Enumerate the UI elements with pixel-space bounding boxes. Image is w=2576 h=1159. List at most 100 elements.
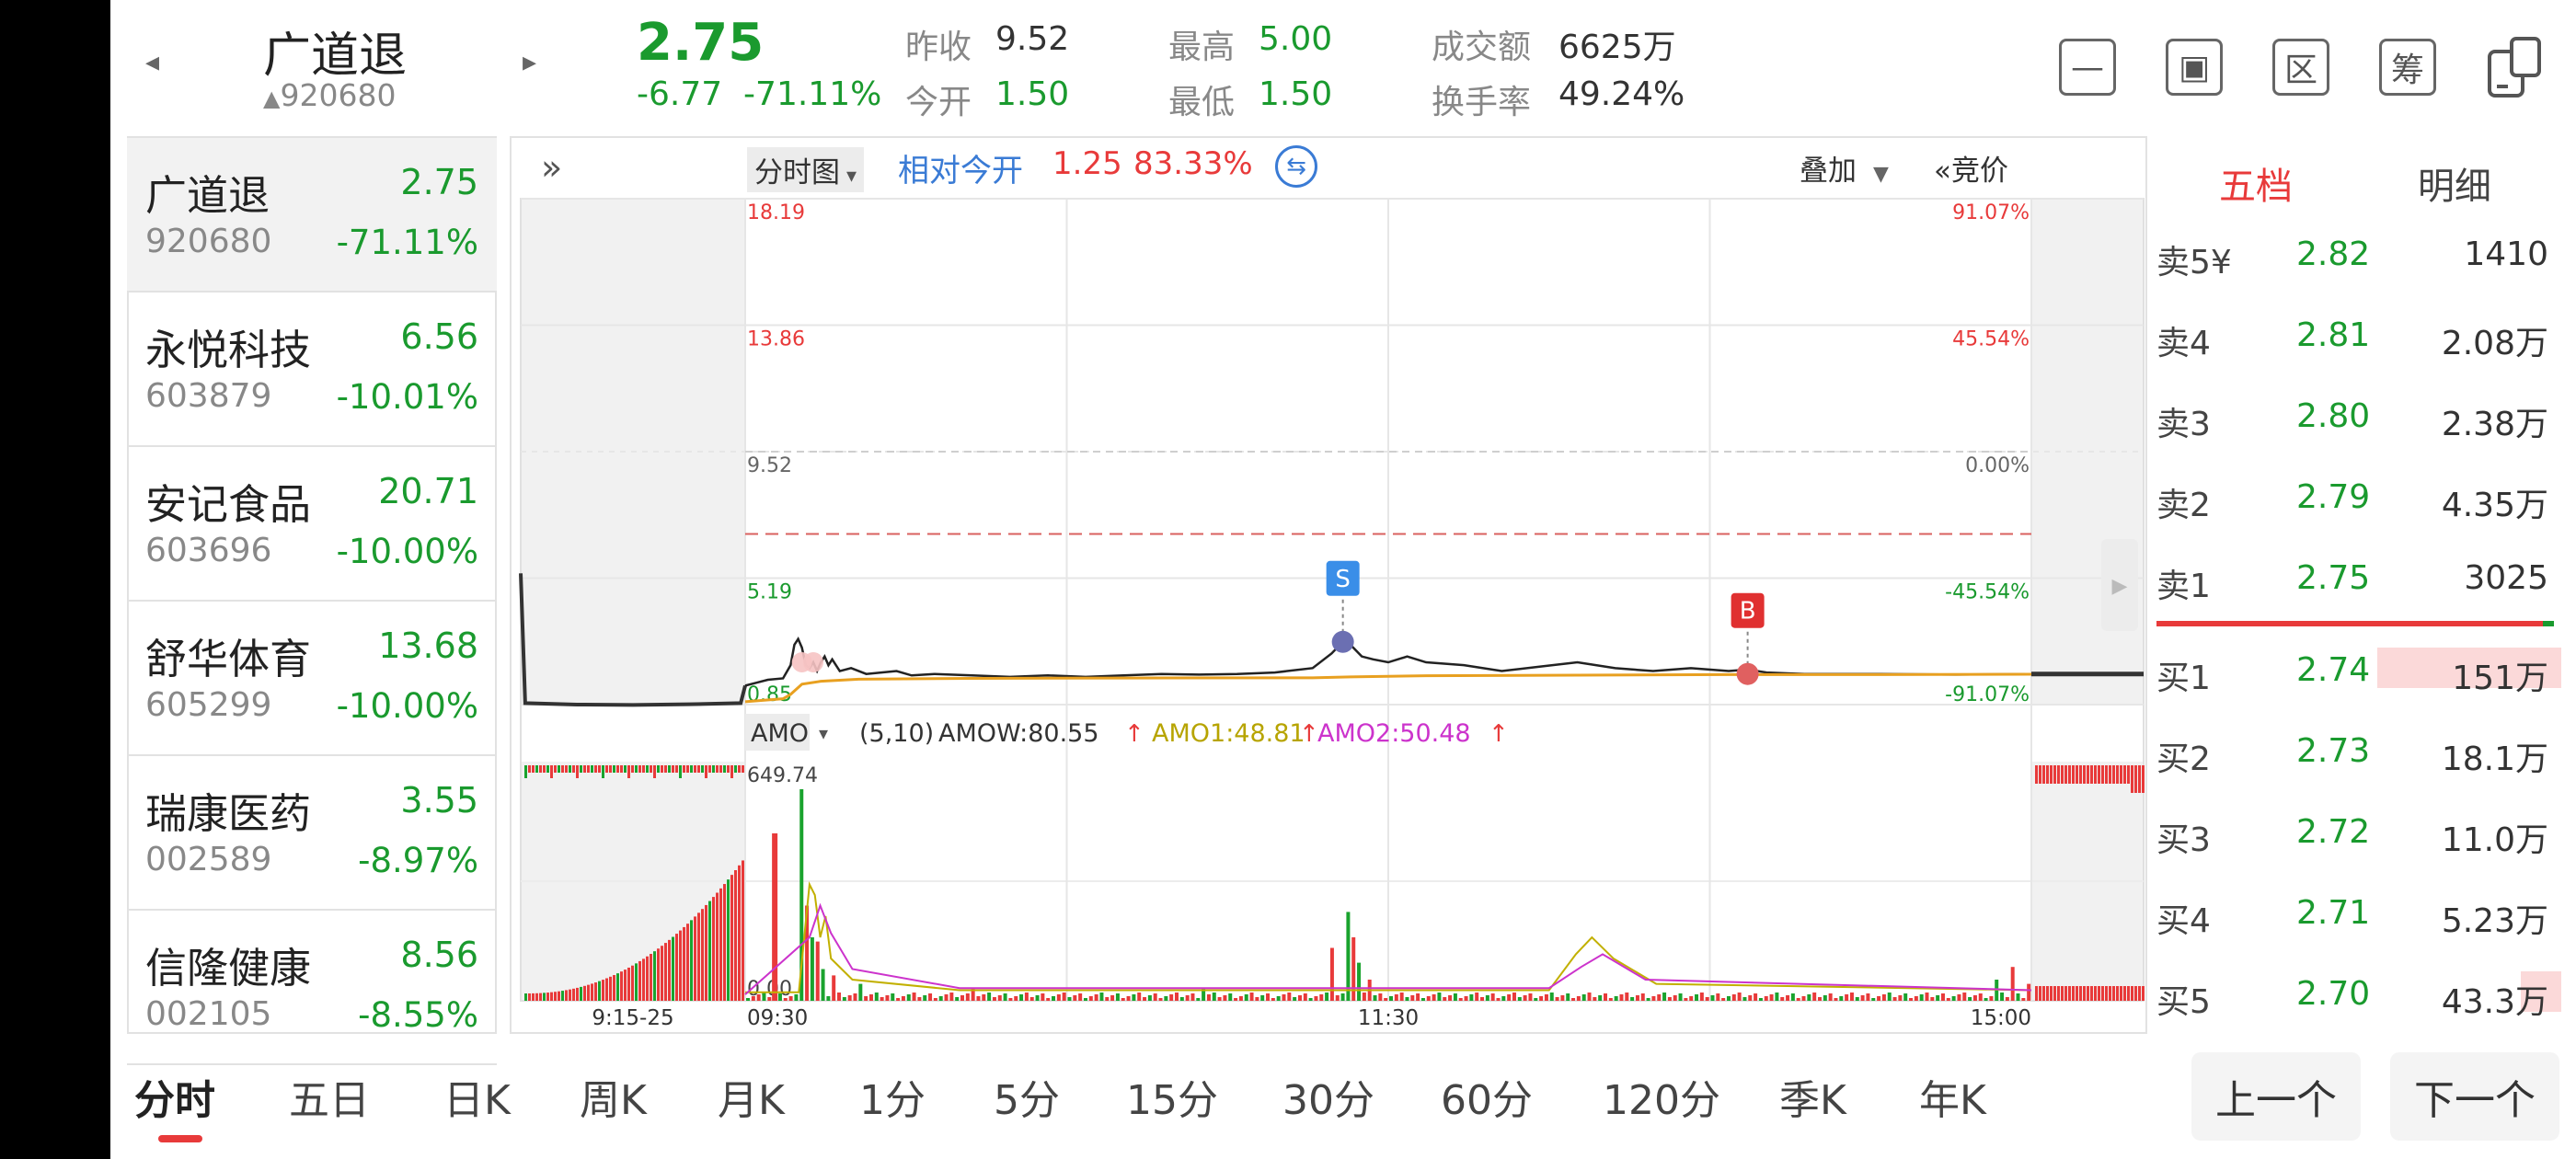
- period-tab[interactable]: 60分: [1441, 1077, 1533, 1124]
- volume-bar: [1560, 995, 1565, 1001]
- tab-details[interactable]: 明细: [2418, 166, 2491, 208]
- volume-bar: [1544, 994, 1548, 1001]
- volume-bar: [1501, 996, 1506, 1001]
- order-level-label: 买2: [2156, 740, 2211, 778]
- volume-bar: [1919, 994, 1924, 1001]
- order-level-price: 2.73: [2296, 732, 2371, 770]
- volume-bar: [1014, 996, 1018, 1001]
- prev-stock-arrow-icon[interactable]: ◂: [145, 46, 160, 78]
- order-level-price: 2.82: [2296, 235, 2371, 273]
- watchlist-item-price: 6.56: [400, 316, 478, 357]
- chart-mode-select[interactable]: 分时图 ▾: [747, 147, 865, 192]
- volume-bar: [1818, 997, 1822, 1001]
- amo-indicator: AMO: [751, 719, 809, 748]
- next-stock-arrow-icon[interactable]: ▸: [523, 46, 537, 78]
- volume-bar: [2027, 983, 2031, 1001]
- period-tab[interactable]: 30分: [1282, 1077, 1374, 1124]
- dropdown-arrow-icon: ▾: [840, 165, 857, 188]
- volume-bar: [620, 971, 623, 1001]
- price-axis-left-label: 18.19: [747, 201, 805, 224]
- amo-select-bg[interactable]: [745, 714, 810, 751]
- volume-bar: [1726, 996, 1731, 1001]
- period-tab[interactable]: 日K: [443, 1077, 511, 1124]
- up-triangle-icon: ▲: [263, 86, 281, 111]
- price-axis-left-label: 13.86: [747, 328, 805, 351]
- volume-bar: [1266, 993, 1271, 1001]
- period-tab[interactable]: 1分: [859, 1077, 926, 1124]
- volume-bar: [1849, 993, 1854, 1001]
- period-tab[interactable]: 季K: [1779, 1077, 1846, 1124]
- volume-bar: [1978, 993, 1983, 1001]
- volume-bar: [938, 996, 943, 1001]
- next-stock-button[interactable]: 下一个: [2390, 1052, 2559, 1141]
- period-tab[interactable]: 周K: [580, 1077, 647, 1124]
- volume-bar-top: [2072, 765, 2075, 784]
- buy-marker[interactable]: [1731, 592, 1765, 628]
- volume-bar: [2109, 986, 2111, 1001]
- period-tab[interactable]: 月K: [718, 1077, 785, 1124]
- watchlist-item-price: 8.56: [400, 935, 478, 975]
- volume-bar-top: [580, 765, 582, 773]
- watchlist-item-change: -10.00%: [336, 686, 478, 726]
- period-tab[interactable]: 15分: [1126, 1077, 1218, 1124]
- volume-bar: [1399, 993, 1404, 1001]
- volume-bar: [1115, 993, 1120, 1001]
- volume-bar: [1255, 997, 1259, 1001]
- collapse-left-icon[interactable]: »: [541, 147, 563, 188]
- period-tab[interactable]: 五日: [289, 1077, 370, 1124]
- watchlist-item[interactable]: 舒华体育 605299 13.68 -10.00%: [127, 602, 497, 756]
- volume-bar-top: [609, 765, 612, 773]
- volume-bar: [1238, 996, 1243, 1001]
- volume-bar: [1137, 993, 1142, 1001]
- price-axis-right-label: 0.00%: [1965, 454, 2030, 477]
- watchlist-item[interactable]: 广道退 920680 2.75 -71.11%: [127, 138, 497, 293]
- volume-bar: [535, 993, 538, 1001]
- tab-five-levels[interactable]: 五档: [2219, 166, 2293, 208]
- volume-bar-top: [576, 765, 579, 778]
- volume-bar-top: [2076, 765, 2078, 784]
- minus-box-icon[interactable]: —: [2059, 39, 2116, 96]
- volume-bar: [1721, 998, 1726, 1001]
- watchlist-item[interactable]: 永悦科技 603879 6.56 -10.01%: [127, 293, 497, 447]
- volume-bar: [1143, 997, 1147, 1001]
- volume-bar: [1534, 998, 1538, 1001]
- volume-bar: [1110, 995, 1115, 1001]
- period-tab[interactable]: 分时: [134, 1077, 215, 1124]
- period-tab[interactable]: 5分: [994, 1077, 1060, 1124]
- auction-toggle[interactable]: «竞价: [1934, 155, 2008, 188]
- volume-bar: [1024, 993, 1029, 1001]
- volume-bar: [1909, 998, 1914, 1001]
- sell-marker[interactable]: [1326, 560, 1360, 596]
- period-tab[interactable]: 120分: [1603, 1077, 1720, 1124]
- chips-icon[interactable]: 筹: [2379, 39, 2436, 96]
- phone-split-icon[interactable]: [2486, 35, 2547, 99]
- watchlist-item[interactable]: 瑞康医药 002589 3.55 -8.97%: [127, 756, 497, 911]
- volume-bar: [1957, 994, 1961, 1001]
- price-axis-left-label: 5.19: [747, 581, 792, 604]
- watchlist-item[interactable]: 安记食品 603696 20.71 -10.00%: [127, 447, 497, 602]
- volume-bar: [708, 901, 711, 1001]
- watchlist-item[interactable]: 信隆健康 002105 8.56 -8.55%: [127, 911, 497, 1065]
- volume-bar-top: [701, 765, 704, 773]
- window-icon[interactable]: ▣: [2166, 39, 2223, 96]
- order-level-volume: 151万: [2452, 660, 2548, 697]
- prev-stock-button[interactable]: 上一个: [2191, 1052, 2361, 1141]
- watchlist-panel: [127, 136, 497, 1034]
- volume-bar: [583, 985, 586, 1001]
- switch-icon[interactable]: ⇆: [1275, 145, 1317, 188]
- intraday-chart[interactable]: 18.19 13.86 9.52 5.19 0.85 91.07% 45.54% 0.00% -…: [510, 184, 2147, 1030]
- volume-bar-top: [657, 765, 660, 773]
- relative-open-value: 1.25: [1052, 145, 1122, 182]
- volume-bar: [546, 993, 549, 1001]
- overlay-select[interactable]: 叠加 ▼: [1800, 155, 1889, 188]
- period-tab[interactable]: 年K: [1919, 1077, 1986, 1124]
- volume-bar: [1845, 994, 1849, 1001]
- volume-bar: [987, 993, 992, 1001]
- volume-bar: [1448, 995, 1453, 1001]
- collapse-right-handle[interactable]: [2101, 539, 2138, 631]
- order-level-volume: 2.38万: [2441, 406, 2548, 443]
- volume-bar: [1989, 996, 1994, 1001]
- volume-bar: [650, 954, 652, 1001]
- district-icon[interactable]: 区: [2272, 39, 2329, 96]
- volume-bar: [1249, 993, 1254, 1001]
